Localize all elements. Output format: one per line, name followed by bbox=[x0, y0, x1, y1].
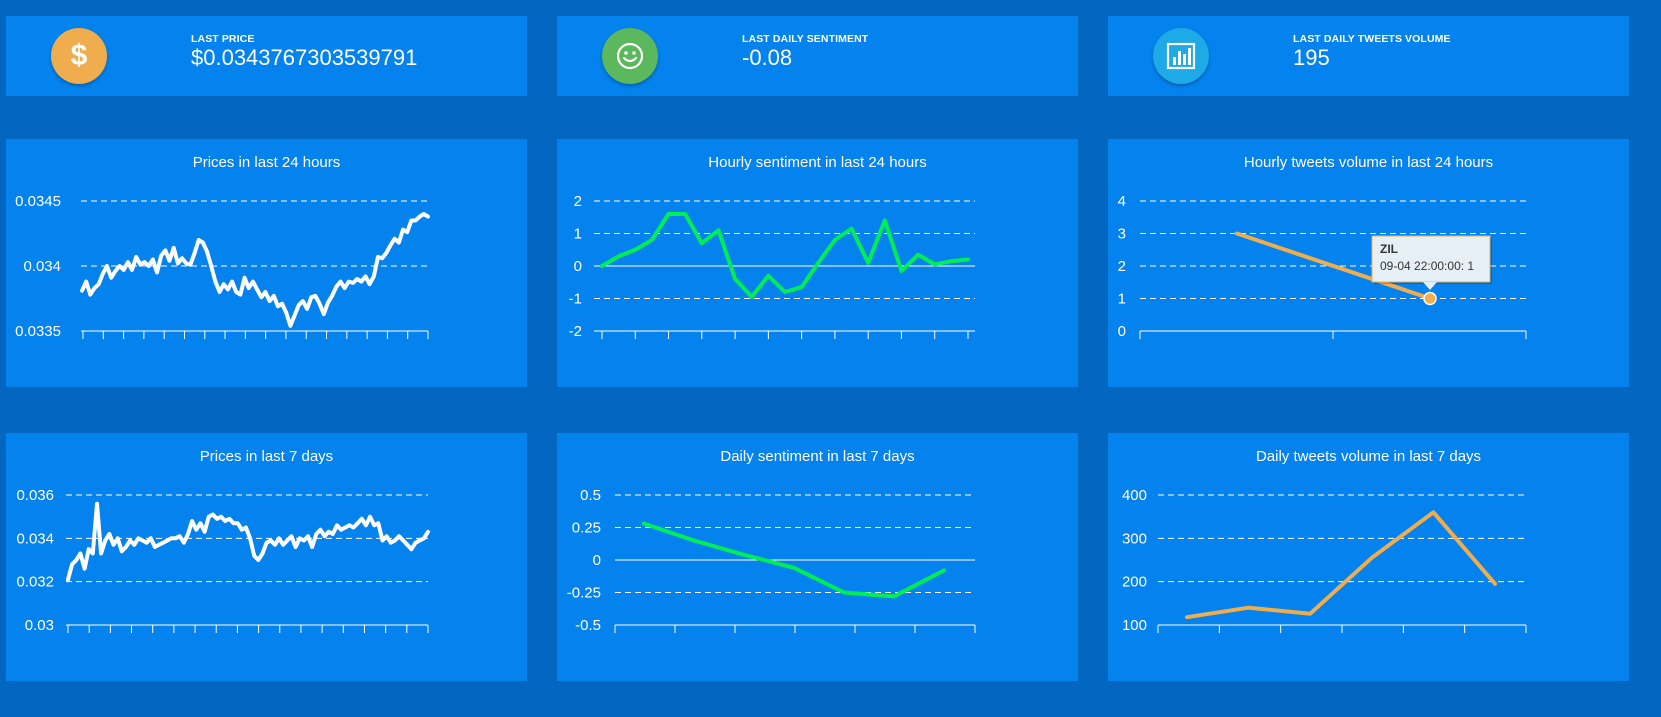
tooltip-title: ZIL bbox=[1380, 242, 1398, 256]
y-tick-label: 1 bbox=[574, 226, 582, 243]
hover-point[interactable] bbox=[1423, 291, 1437, 306]
y-tick-label: 2 bbox=[1118, 258, 1126, 275]
chart-card-prices-24h: Prices in last 24 hours 0.0345 0.034 0.0335 bbox=[6, 139, 527, 387]
chart-card-tweets-24h: Hourly tweets volume in last 24 hours 4 3 2… bbox=[1108, 139, 1629, 387]
dollar-icon: $ bbox=[51, 28, 107, 84]
y-tick-label: 0.0335 bbox=[15, 323, 61, 340]
series-line[interactable] bbox=[642, 521, 946, 599]
y-tick-label: 100 bbox=[1122, 617, 1147, 634]
tooltip-text: 09-04 22:00:00: 1 bbox=[1380, 259, 1474, 273]
y-tick-label: 3 bbox=[1118, 226, 1126, 243]
stat-card-price: $ LAST PRICE $0.0343767303539791 bbox=[6, 16, 527, 96]
series-line[interactable] bbox=[66, 501, 430, 582]
stat-value: -0.08 bbox=[742, 45, 793, 70]
tweets-24h-chart: Hourly tweets volume in last 24 hours 4 3 2… bbox=[1118, 154, 1527, 340]
stat-value: 195 bbox=[1293, 45, 1330, 70]
smiley-glyph bbox=[616, 42, 644, 70]
y-tick-label: 200 bbox=[1122, 574, 1147, 591]
stat-value: $0.0343767303539791 bbox=[191, 45, 418, 70]
y-tick-label: 2 bbox=[574, 193, 582, 210]
y-tick-label: 0.5 bbox=[580, 487, 601, 504]
chart-title: Daily tweets volume in last 7 days bbox=[1256, 448, 1481, 465]
chart-card-sentiment-7d: Daily sentiment in last 7 days 0.5 0.25 0 -0… bbox=[557, 433, 1078, 681]
y-tick-label: 0.036 bbox=[16, 487, 54, 504]
series-line[interactable] bbox=[80, 212, 430, 328]
y-tick-label: 0.0345 bbox=[15, 193, 61, 210]
prices-7d-chart: Prices in last 7 days 0.036 0.034 0.032 0.03 bbox=[16, 448, 430, 634]
chart-title: Hourly tweets volume in last 24 hours bbox=[1244, 154, 1493, 171]
y-tick-label: 0 bbox=[1118, 323, 1126, 340]
bar-chart-glyph bbox=[1166, 42, 1196, 70]
stat-label: LAST DAILY SENTIMENT bbox=[742, 33, 869, 45]
y-tick-label: 0.034 bbox=[16, 530, 54, 547]
chart-card-prices-7d: Prices in last 7 days 0.036 0.034 0.032 0.03 bbox=[6, 433, 527, 681]
y-tick-label: -0.5 bbox=[575, 617, 601, 634]
y-tick-label: 0.25 bbox=[572, 520, 601, 537]
chart-card-sentiment-24h: Hourly sentiment in last 24 hours 2 1 0 -1 -2 bbox=[557, 139, 1078, 387]
bar-chart-icon bbox=[1153, 28, 1209, 84]
y-tick-label: -1 bbox=[569, 291, 582, 308]
stat-card-tweets: LAST DAILY TWEETS VOLUME 195 bbox=[1108, 16, 1629, 96]
y-tick-label: 400 bbox=[1122, 487, 1147, 504]
stat-label: LAST DAILY TWEETS VOLUME bbox=[1293, 33, 1451, 45]
y-tick-label: 0.032 bbox=[16, 574, 54, 591]
prices-24h-chart: Prices in last 24 hours 0.0345 0.034 0.0335 bbox=[15, 154, 430, 340]
y-tick-label: 0.034 bbox=[23, 258, 61, 275]
y-tick-label: 4 bbox=[1118, 193, 1126, 210]
y-tick-label: 0 bbox=[593, 552, 601, 569]
tooltip-box bbox=[1371, 235, 1491, 283]
series-line[interactable] bbox=[1235, 231, 1432, 301]
y-tick-label: 0.03 bbox=[25, 617, 54, 634]
y-tick-label: -0.25 bbox=[567, 585, 601, 602]
chart-title: Prices in last 7 days bbox=[200, 448, 333, 465]
tooltip-arrow bbox=[1423, 282, 1437, 290]
chart-title: Daily sentiment in last 7 days bbox=[720, 448, 914, 465]
tooltip: ZIL 09-04 22:00:00: 1 bbox=[1371, 235, 1492, 290]
stat-label: LAST PRICE bbox=[191, 33, 255, 45]
smiley-icon bbox=[602, 28, 658, 84]
chart-title: Hourly sentiment in last 24 hours bbox=[708, 154, 926, 171]
sentiment-7d-chart: Daily sentiment in last 7 days 0.5 0.25 0 -0… bbox=[567, 448, 976, 634]
sentiment-24h-chart: Hourly sentiment in last 24 hours 2 1 0 -1 -2 bbox=[569, 154, 975, 340]
y-tick-label: 0 bbox=[574, 258, 582, 275]
stat-card-sentiment: LAST DAILY SENTIMENT -0.08 bbox=[557, 16, 1078, 96]
y-tick-label: 300 bbox=[1122, 530, 1147, 547]
chart-title: Prices in last 24 hours bbox=[193, 154, 341, 171]
tweets-7d-chart: Daily tweets volume in last 7 days 400 300… bbox=[1122, 448, 1527, 634]
series-line[interactable] bbox=[1185, 510, 1497, 620]
chart-card-tweets-7d: Daily tweets volume in last 7 days 400 300… bbox=[1108, 433, 1629, 681]
y-tick-label: 1 bbox=[1118, 291, 1126, 308]
series-line[interactable] bbox=[600, 212, 970, 299]
y-tick-label: -2 bbox=[569, 323, 582, 340]
